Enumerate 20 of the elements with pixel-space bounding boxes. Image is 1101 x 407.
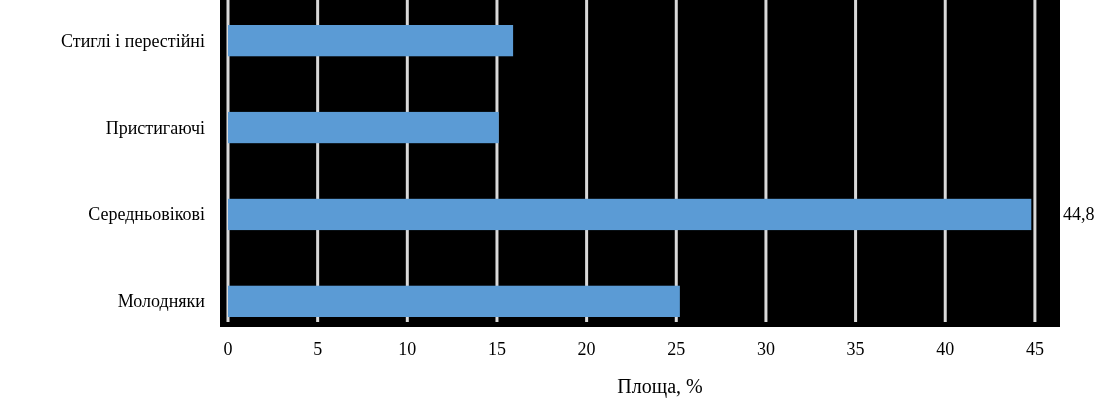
x-tick-label: 20	[577, 339, 596, 359]
data-label: 44,8	[1063, 204, 1095, 225]
bar	[228, 198, 1032, 231]
y-tick-label: Молодняки	[117, 291, 206, 312]
x-tick-label: 0	[223, 339, 233, 359]
x-tick-label: 10	[398, 339, 417, 359]
bar	[228, 111, 499, 144]
y-tick-label: Середньовікові	[88, 204, 205, 225]
x-axis-title: Площа, %	[617, 375, 703, 398]
bar	[228, 285, 680, 317]
x-tick-label: 5	[313, 339, 323, 359]
y-tick-label: Пристигаючі	[105, 117, 205, 138]
y-tick-label: Стиглі і перестійні	[61, 30, 205, 51]
x-tick-label: 30	[756, 339, 775, 359]
bar	[228, 25, 514, 57]
x-tick-label: 40	[936, 339, 955, 359]
x-tick-label: 15	[487, 339, 506, 359]
x-tick-label: 45	[1025, 339, 1044, 359]
x-tick-label: 35	[846, 339, 865, 359]
x-tick-label: 25	[667, 339, 686, 359]
